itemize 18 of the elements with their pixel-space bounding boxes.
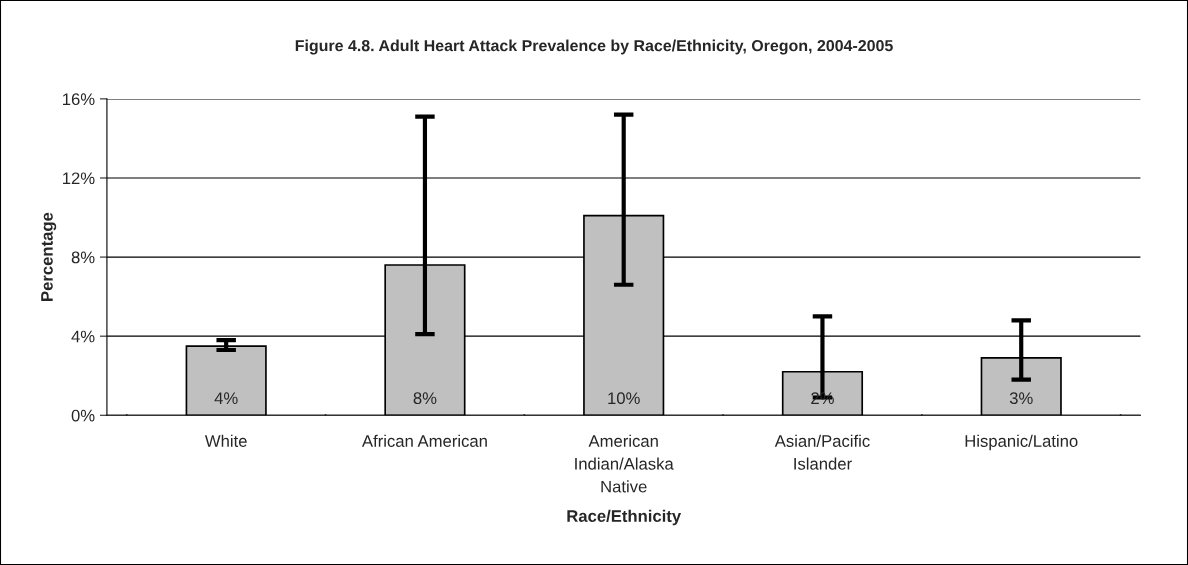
- data-label: 4%: [214, 392, 238, 405]
- data-label: 2%: [811, 392, 834, 405]
- y-tick-label: 12%: [63, 172, 95, 185]
- x-tick-label: Hispanic/Latino: [965, 434, 1078, 451]
- y-axis-title: Percentage: [41, 212, 57, 301]
- x-tick-label: Asian/Pacific Islander: [774, 434, 870, 470]
- x-tick-label: American Indian/Alaska Native: [575, 434, 674, 493]
- x-tick-label: African American: [361, 434, 487, 447]
- data-label: 10%: [608, 392, 640, 405]
- data-label: 3%: [1009, 392, 1033, 405]
- chart-title: Figure 4.8. Adult Heart Attack Prevalence by Race/Ethnicity, Oregon, 2004-2005: [295, 39, 893, 55]
- x-tick-label: White: [204, 434, 247, 447]
- y-tick-label: 4%: [71, 330, 95, 343]
- y-tick-label: 16%: [63, 93, 95, 106]
- x-axis-title: Race/Ethnicity: [567, 509, 682, 526]
- y-tick-label: 0%: [71, 409, 95, 422]
- y-tick-label: 8%: [71, 251, 95, 264]
- data-label: 8%: [413, 392, 437, 405]
